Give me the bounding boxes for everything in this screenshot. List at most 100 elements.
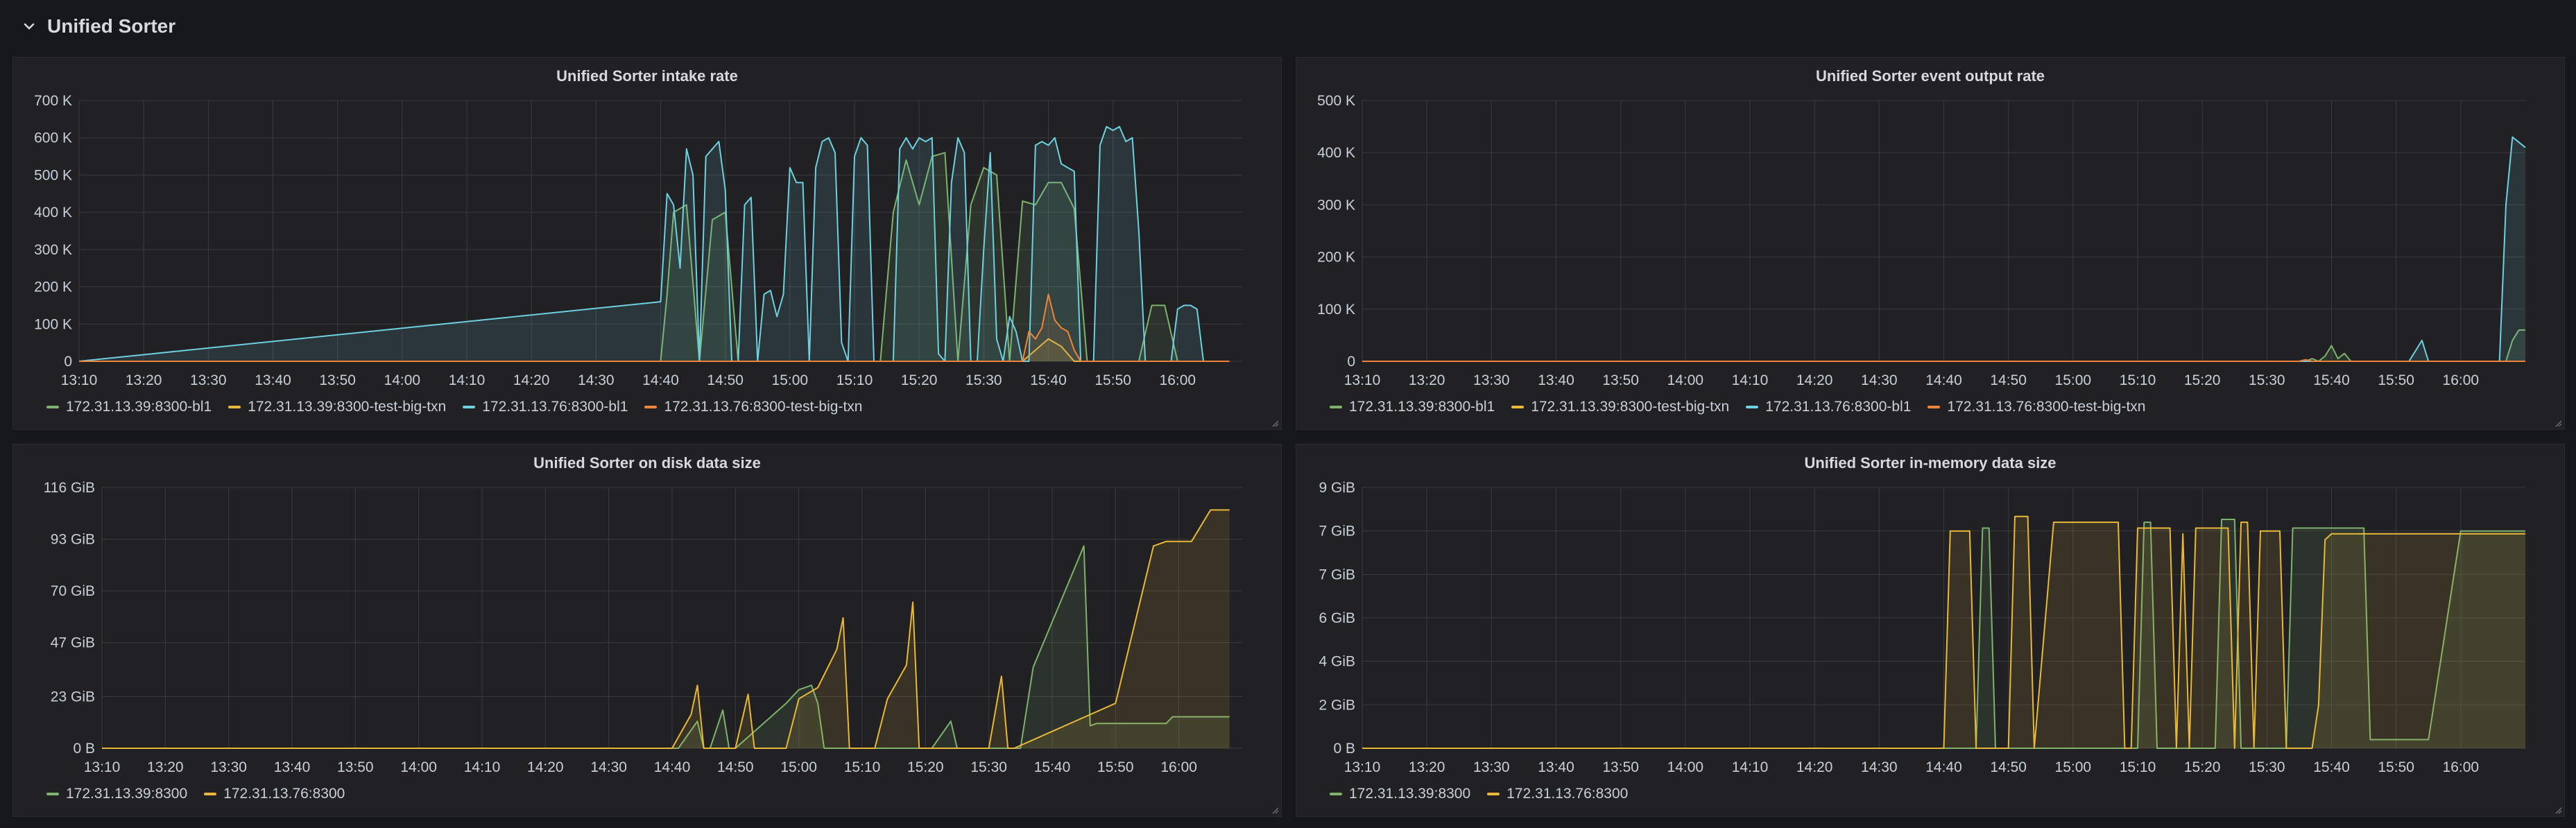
- x-tick-label: 15:00: [2055, 372, 2092, 388]
- panel-output-rate[interactable]: Unified Sorter event output rate 0 100 K 2…: [1296, 57, 2565, 430]
- x-tick-label: 13:20: [126, 372, 162, 388]
- legend-item[interactable]: 172.31.13.39:8300-bl1: [1330, 399, 1495, 415]
- panel-title[interactable]: Unified Sorter intake rate: [556, 67, 738, 85]
- x-tick-label: 14:20: [1796, 759, 1833, 775]
- x-tick-label: 13:30: [190, 372, 227, 388]
- series-line-3[interactable]: [1362, 359, 2525, 362]
- legend-item[interactable]: 172.31.13.76:8300: [1487, 786, 1628, 802]
- legend-item[interactable]: 172.31.13.76:8300-bl1: [1746, 399, 1911, 415]
- x-tick-label: 15:10: [2120, 372, 2156, 388]
- x-tick-label: 15:40: [2313, 759, 2350, 775]
- series-line-1[interactable]: [1362, 515, 2525, 749]
- x-tick-label: 13:10: [84, 759, 121, 775]
- resize-handle-icon[interactable]: [2554, 419, 2562, 427]
- legend-swatch: [1330, 793, 1342, 795]
- y-tick-label: 300 K: [1317, 197, 1355, 213]
- y-tick-label: 0: [1347, 354, 1355, 370]
- chart-intake-rate: 0 100 K 200 K 300 K 400 K 500 K 600 K 700 K 13:1…: [34, 93, 1242, 388]
- row-header[interactable]: Unified Sorter: [0, 0, 2576, 53]
- x-tick-label: 15:20: [2184, 759, 2221, 775]
- legend-item[interactable]: 172.31.13.39:8300-bl1: [46, 399, 212, 415]
- panel-title[interactable]: Unified Sorter on disk data size: [533, 454, 761, 472]
- row-title: Unified Sorter: [47, 15, 176, 37]
- x-tick-label: 14:20: [513, 372, 550, 388]
- legend-label: 172.31.13.76:8300-bl1: [482, 399, 628, 415]
- legend-item[interactable]: 172.31.13.39:8300: [1330, 786, 1470, 802]
- x-tick-label: 15:10: [2120, 759, 2156, 775]
- x-tick-label: 13:10: [1344, 372, 1381, 388]
- legend: 172.31.13.39:8300-bl1 172.31.13.39:8300-t…: [46, 399, 862, 415]
- x-tick-label: 15:10: [836, 372, 873, 388]
- y-tick-label: 116 GiB: [44, 480, 95, 496]
- panel-title[interactable]: Unified Sorter in-memory data size: [1804, 454, 2056, 472]
- x-tick-label: 16:00: [1160, 759, 1197, 775]
- y-tick-label: 2 GiB: [1319, 697, 1355, 713]
- y-tick-label: 9 GiB: [1319, 480, 1355, 496]
- panel-disk-size[interactable]: Unified Sorter on disk data size 0 B 23 G…: [12, 444, 1282, 817]
- legend-label: 172.31.13.76:8300: [1506, 786, 1629, 802]
- legend-item[interactable]: 172.31.13.76:8300-test-big-txn: [644, 399, 862, 415]
- y-tick-label: 500 K: [1317, 93, 1355, 109]
- x-tick-label: 15:20: [907, 759, 944, 775]
- legend-label: 172.31.13.76:8300-bl1: [1765, 399, 1912, 415]
- x-tick-label: 14:30: [1861, 759, 1898, 775]
- series-line-0[interactable]: [1362, 519, 2525, 749]
- x-tick-label: 14:00: [1667, 759, 1704, 775]
- y-tick-label: 400 K: [34, 205, 72, 221]
- legend-item[interactable]: 172.31.13.76:8300-test-big-txn: [1927, 399, 2145, 415]
- x-tick-label: 14:30: [578, 372, 615, 388]
- legend-label: 172.31.13.39:8300: [1349, 786, 1471, 802]
- series-area-1: [1362, 516, 2525, 748]
- y-tick-label: 7 GiB: [1319, 524, 1355, 540]
- y-tick-label: 4 GiB: [1319, 654, 1355, 670]
- resize-handle-icon[interactable]: [1271, 806, 1279, 814]
- x-tick-label: 13:10: [1344, 759, 1381, 775]
- x-tick-label: 14:30: [590, 759, 627, 775]
- resize-handle-icon[interactable]: [1271, 419, 1279, 427]
- x-tick-label: 15:50: [2378, 759, 2414, 775]
- y-tick-label: 100 K: [1317, 302, 1355, 318]
- x-tick-label: 14:40: [1925, 759, 1962, 775]
- panel-intake-rate[interactable]: Unified Sorter intake rate 0 100 K 200 K 30…: [12, 57, 1282, 430]
- legend-swatch: [1511, 406, 1525, 408]
- legend-item[interactable]: 172.31.13.39:8300-test-big-txn: [228, 399, 446, 415]
- legend-item[interactable]: 172.31.13.76:8300-bl1: [463, 399, 628, 415]
- x-tick-label: 13:40: [274, 759, 311, 775]
- series-area-2: [79, 126, 1230, 361]
- resize-handle-icon[interactable]: [2554, 806, 2562, 814]
- legend: 172.31.13.39:8300 172.31.13.76:8300: [1330, 786, 1628, 802]
- series-line-3[interactable]: [79, 293, 1230, 362]
- chart-memory-size: 0 B 2 GiB 4 GiB 6 GiB 7 GiB 7 GiB 9 GiB 13:10 13…: [1319, 480, 2525, 775]
- x-tick-label: 15:50: [1097, 759, 1134, 775]
- x-tick-label: 13:20: [147, 759, 184, 775]
- legend-item[interactable]: 172.31.13.39:8300: [46, 786, 187, 802]
- y-tick-label: 100 K: [34, 316, 72, 332]
- x-tick-label: 15:30: [965, 372, 1002, 388]
- legend-item[interactable]: 172.31.13.39:8300-test-big-txn: [1511, 399, 1729, 415]
- x-tick-label: 14:40: [1925, 372, 1962, 388]
- chevron-down-icon[interactable]: [21, 18, 37, 35]
- x-tick-label: 15:50: [1094, 372, 1131, 388]
- series-line-1[interactable]: [102, 509, 1230, 749]
- legend-swatch: [46, 793, 59, 795]
- x-tick-label: 13:10: [61, 372, 98, 388]
- legend: 172.31.13.39:8300 172.31.13.76:8300: [46, 786, 345, 802]
- panel-memory-size[interactable]: Unified Sorter in-memory data size 0 B 2 …: [1296, 444, 2565, 817]
- y-tick-label: 500 K: [34, 167, 72, 183]
- x-tick-label: 13:50: [319, 372, 356, 388]
- legend-label: 172.31.13.39:8300: [66, 786, 188, 802]
- x-tick-label: 13:30: [1473, 759, 1510, 775]
- x-tick-label: 14:30: [1861, 372, 1898, 388]
- legend-item[interactable]: 172.31.13.76:8300: [204, 786, 345, 802]
- x-tick-label: 15:10: [844, 759, 881, 775]
- panel-title[interactable]: Unified Sorter event output rate: [1815, 67, 2045, 85]
- x-tick-label: 15:20: [2184, 372, 2221, 388]
- series-line-2[interactable]: [78, 126, 1230, 362]
- legend: 172.31.13.39:8300-bl1 172.31.13.39:8300-t…: [1330, 399, 2145, 415]
- y-tick-label: 6 GiB: [1319, 610, 1355, 626]
- legend-label: 172.31.13.39:8300-test-big-txn: [1531, 399, 1730, 415]
- y-tick-label: 47 GiB: [51, 635, 95, 651]
- x-tick-label: 16:00: [2443, 759, 2480, 775]
- y-tick-label: 200 K: [34, 279, 72, 295]
- series-line-0[interactable]: [1362, 329, 2525, 362]
